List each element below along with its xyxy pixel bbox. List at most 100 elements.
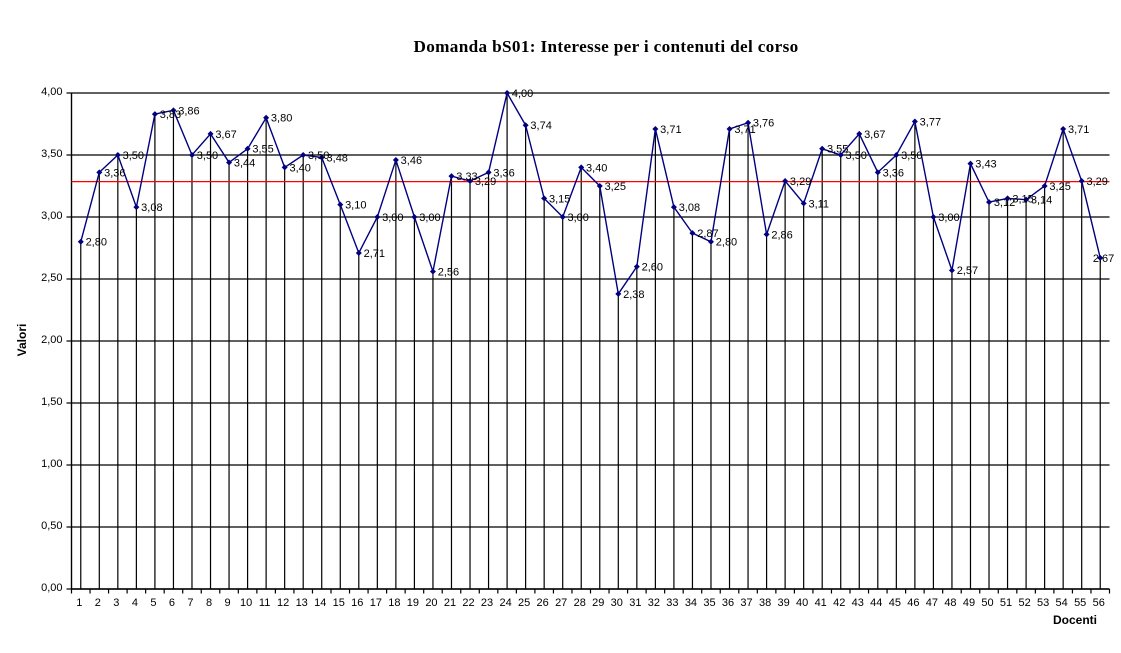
svg-text:31: 31 — [629, 597, 641, 609]
svg-text:3,40: 3,40 — [586, 162, 607, 174]
svg-text:3,43: 3,43 — [975, 159, 996, 171]
svg-text:2,38: 2,38 — [623, 289, 644, 301]
svg-text:50: 50 — [981, 597, 993, 609]
svg-text:2,60: 2,60 — [642, 262, 663, 274]
svg-text:3,29: 3,29 — [1087, 176, 1108, 188]
svg-text:46: 46 — [907, 597, 919, 609]
svg-text:3,25: 3,25 — [605, 181, 626, 193]
svg-text:16: 16 — [351, 597, 363, 609]
svg-text:2,86: 2,86 — [771, 229, 792, 241]
svg-text:3,00: 3,00 — [938, 212, 959, 224]
svg-text:6: 6 — [169, 597, 175, 609]
svg-text:49: 49 — [963, 597, 975, 609]
svg-text:Domanda bS01: Interesse per i: Domanda bS01: Interesse per i contenuti … — [413, 37, 798, 56]
svg-text:48: 48 — [944, 597, 956, 609]
svg-text:9: 9 — [224, 597, 230, 609]
svg-text:44: 44 — [870, 597, 882, 609]
svg-text:23: 23 — [481, 597, 493, 609]
svg-text:38: 38 — [759, 597, 771, 609]
svg-text:22: 22 — [462, 597, 474, 609]
svg-text:3,67: 3,67 — [864, 129, 885, 141]
svg-text:2,50: 2,50 — [41, 272, 62, 284]
svg-text:10: 10 — [240, 597, 252, 609]
svg-text:33: 33 — [666, 597, 678, 609]
svg-text:3,77: 3,77 — [920, 116, 941, 128]
svg-text:51: 51 — [1000, 597, 1012, 609]
svg-text:8: 8 — [206, 597, 212, 609]
svg-text:3,50: 3,50 — [846, 150, 867, 162]
svg-text:3,55: 3,55 — [827, 144, 848, 156]
svg-text:3,86: 3,86 — [178, 105, 199, 117]
svg-text:2,00: 2,00 — [41, 334, 62, 346]
svg-text:3,00: 3,00 — [382, 212, 403, 224]
svg-text:45: 45 — [889, 597, 901, 609]
svg-text:56: 56 — [1093, 597, 1105, 609]
svg-text:Docenti: Docenti — [1053, 613, 1097, 627]
svg-text:34: 34 — [685, 597, 697, 609]
svg-text:25: 25 — [518, 597, 530, 609]
svg-text:13: 13 — [296, 597, 308, 609]
svg-text:19: 19 — [407, 597, 419, 609]
svg-text:36: 36 — [722, 597, 734, 609]
svg-text:43: 43 — [852, 597, 864, 609]
svg-text:3,74: 3,74 — [530, 120, 551, 132]
svg-text:53: 53 — [1037, 597, 1049, 609]
svg-text:52: 52 — [1018, 597, 1030, 609]
svg-text:3,50: 3,50 — [197, 150, 218, 162]
svg-text:26: 26 — [537, 597, 549, 609]
svg-text:3,50: 3,50 — [901, 150, 922, 162]
svg-text:11: 11 — [259, 597, 270, 609]
svg-text:3,36: 3,36 — [104, 167, 125, 179]
svg-text:3,83: 3,83 — [160, 109, 181, 121]
svg-text:2: 2 — [95, 597, 101, 609]
svg-text:3,71: 3,71 — [1068, 124, 1089, 136]
svg-text:3,50: 3,50 — [123, 150, 144, 162]
svg-text:2,57: 2,57 — [957, 265, 978, 277]
svg-text:2,71: 2,71 — [364, 248, 385, 260]
svg-text:0,50: 0,50 — [41, 520, 62, 532]
svg-text:3,08: 3,08 — [141, 202, 162, 214]
svg-text:3,29: 3,29 — [790, 176, 811, 188]
svg-text:32: 32 — [648, 597, 660, 609]
svg-text:20: 20 — [425, 597, 437, 609]
svg-text:3,29: 3,29 — [475, 176, 496, 188]
svg-text:3,15: 3,15 — [549, 193, 570, 205]
svg-text:28: 28 — [574, 597, 586, 609]
svg-text:3,71: 3,71 — [660, 124, 681, 136]
svg-text:3,50: 3,50 — [41, 148, 62, 160]
svg-text:18: 18 — [388, 597, 400, 609]
svg-text:3,00: 3,00 — [41, 210, 62, 222]
svg-text:3,67: 3,67 — [215, 129, 236, 141]
svg-text:3,00: 3,00 — [419, 212, 440, 224]
svg-text:4,00: 4,00 — [41, 86, 62, 98]
svg-text:Valori: Valori — [15, 324, 29, 357]
svg-text:2,87: 2,87 — [697, 228, 718, 240]
svg-text:3,14: 3,14 — [1031, 195, 1052, 207]
svg-text:54: 54 — [1056, 597, 1068, 609]
svg-text:3,46: 3,46 — [401, 155, 422, 167]
svg-text:0,00: 0,00 — [41, 582, 62, 594]
svg-text:3,76: 3,76 — [753, 118, 774, 130]
svg-text:21: 21 — [444, 597, 456, 609]
svg-text:2,67: 2,67 — [1093, 253, 1114, 265]
svg-text:3,08: 3,08 — [679, 202, 700, 214]
svg-text:35: 35 — [703, 597, 715, 609]
svg-text:3,71: 3,71 — [734, 124, 755, 136]
svg-text:3,36: 3,36 — [883, 167, 904, 179]
svg-text:3,44: 3,44 — [234, 157, 255, 169]
svg-text:29: 29 — [592, 597, 604, 609]
svg-text:3,11: 3,11 — [808, 198, 829, 210]
svg-text:55: 55 — [1074, 597, 1086, 609]
svg-text:37: 37 — [740, 597, 752, 609]
svg-text:3,25: 3,25 — [1049, 181, 1070, 193]
svg-text:3,33: 3,33 — [456, 171, 477, 183]
svg-text:1: 1 — [76, 597, 82, 609]
svg-text:14: 14 — [314, 597, 326, 609]
svg-text:3,80: 3,80 — [271, 113, 292, 125]
svg-text:3,50: 3,50 — [308, 150, 329, 162]
svg-text:42: 42 — [833, 597, 845, 609]
svg-text:2,80: 2,80 — [716, 237, 737, 249]
svg-text:27: 27 — [555, 597, 567, 609]
svg-text:4: 4 — [132, 597, 138, 609]
svg-text:24: 24 — [499, 597, 511, 609]
